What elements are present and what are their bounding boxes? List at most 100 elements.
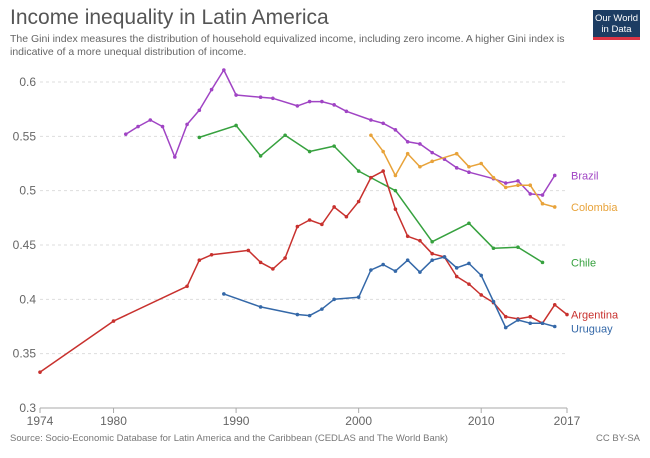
data-point-colombia[interactable] [381,149,385,154]
data-point-uruguay[interactable] [491,299,496,304]
data-point-argentina[interactable] [38,370,42,374]
data-point-argentina[interactable] [332,205,336,209]
data-point-argentina[interactable] [565,312,569,317]
data-point-chile[interactable] [516,245,520,249]
data-point-argentina[interactable] [381,169,385,173]
data-point-uruguay[interactable] [528,321,533,326]
data-point-colombia[interactable] [479,161,484,166]
data-point-chile[interactable] [491,246,496,251]
data-point-argentina[interactable] [271,267,275,271]
data-point-chile[interactable] [393,188,398,193]
series-line-chile[interactable] [199,124,543,264]
data-point-brazil[interactable] [552,173,557,178]
data-point-uruguay[interactable] [295,312,300,317]
data-point-uruguay[interactable] [307,313,312,318]
data-point-chile[interactable] [356,169,361,173]
data-point-brazil[interactable] [405,139,410,144]
data-point-brazil[interactable] [185,122,189,127]
data-point-brazil[interactable] [540,193,545,197]
data-point-chile[interactable] [258,154,263,158]
data-point-colombia[interactable] [369,133,373,138]
series-line-argentina[interactable] [39,170,568,373]
license-link[interactable]: CC BY-SA [596,433,640,444]
data-point-argentina[interactable] [320,222,324,227]
data-point-colombia[interactable] [405,151,410,156]
data-point-brazil[interactable] [222,68,226,72]
data-point-argentina[interactable] [356,199,361,204]
data-point-chile[interactable] [540,260,545,265]
data-point-argentina[interactable] [283,256,287,260]
data-point-uruguay[interactable] [503,325,508,330]
data-point-chile[interactable] [467,221,471,226]
data-point-brazil[interactable] [516,179,520,183]
data-point-uruguay[interactable] [442,255,447,259]
data-point-brazil[interactable] [320,99,324,104]
data-point-argentina[interactable] [418,238,422,243]
data-point-chile[interactable] [430,239,434,244]
data-point-chile[interactable] [234,123,238,128]
data-point-uruguay[interactable] [369,268,373,272]
data-point-brazil[interactable] [528,192,533,196]
data-point-colombia[interactable] [528,183,533,188]
data-point-argentina[interactable] [369,175,373,180]
data-point-uruguay[interactable] [332,297,336,302]
data-point-brazil[interactable] [136,124,140,129]
data-point-brazil[interactable] [258,95,263,100]
data-point-brazil[interactable] [295,104,300,108]
data-point-brazil[interactable] [418,142,422,146]
data-point-argentina[interactable] [295,224,300,229]
data-point-colombia[interactable] [467,164,471,169]
data-point-colombia[interactable] [454,151,459,156]
data-point-uruguay[interactable] [381,262,385,267]
data-point-brazil[interactable] [381,121,385,126]
data-point-uruguay[interactable] [540,321,545,326]
series-line-brazil[interactable] [125,69,556,196]
data-point-brazil[interactable] [209,87,214,92]
data-point-colombia[interactable] [430,159,434,164]
data-point-colombia[interactable] [552,205,557,209]
data-point-brazil[interactable] [271,96,275,101]
data-point-uruguay[interactable] [552,324,557,329]
data-point-uruguay[interactable] [258,305,263,309]
data-point-argentina[interactable] [197,258,202,263]
data-point-argentina[interactable] [552,302,557,307]
data-point-brazil[interactable] [332,103,336,107]
data-point-argentina[interactable] [393,207,398,211]
data-point-brazil[interactable] [234,93,238,97]
data-point-argentina[interactable] [307,218,312,222]
data-point-brazil[interactable] [307,99,312,104]
data-point-brazil[interactable] [160,124,165,129]
data-point-argentina[interactable] [503,314,508,319]
data-point-argentina[interactable] [258,260,263,265]
data-point-argentina[interactable] [246,248,251,253]
our-world-in-data-logo[interactable]: Our World in Data [593,10,640,40]
data-point-uruguay[interactable] [430,258,434,263]
data-point-colombia[interactable] [516,183,520,188]
data-point-brazil[interactable] [344,109,349,114]
data-point-brazil[interactable] [467,170,471,174]
data-point-brazil[interactable] [503,181,508,185]
data-point-chile[interactable] [197,135,202,140]
data-point-brazil[interactable] [197,108,202,113]
data-point-uruguay[interactable] [516,318,520,322]
data-point-argentina[interactable] [467,282,471,286]
data-point-chile[interactable] [283,133,287,138]
data-point-chile[interactable] [332,144,336,148]
data-point-brazil[interactable] [148,118,153,122]
data-point-colombia[interactable] [491,175,496,180]
data-point-uruguay[interactable] [393,269,398,273]
data-point-brazil[interactable] [173,155,177,159]
data-point-argentina[interactable] [111,319,116,323]
data-point-argentina[interactable] [528,314,533,319]
data-point-uruguay[interactable] [222,292,226,296]
data-point-uruguay[interactable] [418,270,422,274]
data-point-argentina[interactable] [454,274,459,279]
data-point-uruguay[interactable] [479,273,484,278]
data-point-argentina[interactable] [430,251,434,256]
data-point-colombia[interactable] [418,164,422,169]
data-point-colombia[interactable] [540,201,545,206]
data-point-uruguay[interactable] [320,307,324,311]
data-point-argentina[interactable] [405,234,410,239]
data-point-uruguay[interactable] [454,266,459,270]
data-point-brazil[interactable] [430,150,434,155]
